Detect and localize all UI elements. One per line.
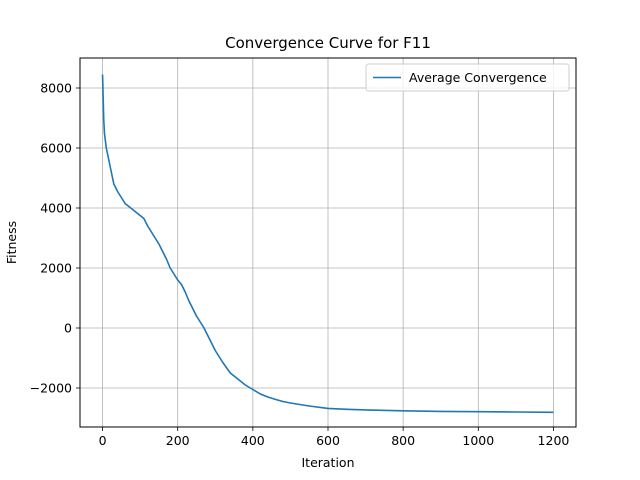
y-tick-label: −2000 <box>30 381 72 396</box>
legend-box <box>365 63 570 92</box>
series-layer <box>101 74 554 414</box>
legend: Average Convergence <box>365 63 570 92</box>
x-tick-label: 600 <box>316 433 340 448</box>
x-tick-label: 1200 <box>538 433 570 448</box>
y-tick-label: 6000 <box>40 141 72 156</box>
legend-label: Average Convergence <box>409 70 547 85</box>
x-tick-label: 1000 <box>462 433 494 448</box>
y-tick-label: 2000 <box>40 261 72 276</box>
x-axis-title: Iteration <box>301 455 354 470</box>
y-tick-label: 4000 <box>40 201 72 216</box>
axis-ticks: 0 200 400 600 800 1000 1200 −2000 0 2000 4000 6000 8… <box>30 81 570 449</box>
x-tick-label: 400 <box>241 433 265 448</box>
y-tick-label: 8000 <box>40 81 72 96</box>
x-tick-label: 800 <box>391 433 415 448</box>
x-tick-label: 0 <box>99 433 107 448</box>
y-axis-title: Fitness <box>4 221 19 264</box>
y-tick-label: 0 <box>64 321 72 336</box>
chart-title: Convergence Curve for F11 <box>225 34 431 52</box>
series-line-average-convergence <box>101 74 554 414</box>
x-tick-label: 200 <box>166 433 190 448</box>
grid-lines <box>80 58 576 427</box>
